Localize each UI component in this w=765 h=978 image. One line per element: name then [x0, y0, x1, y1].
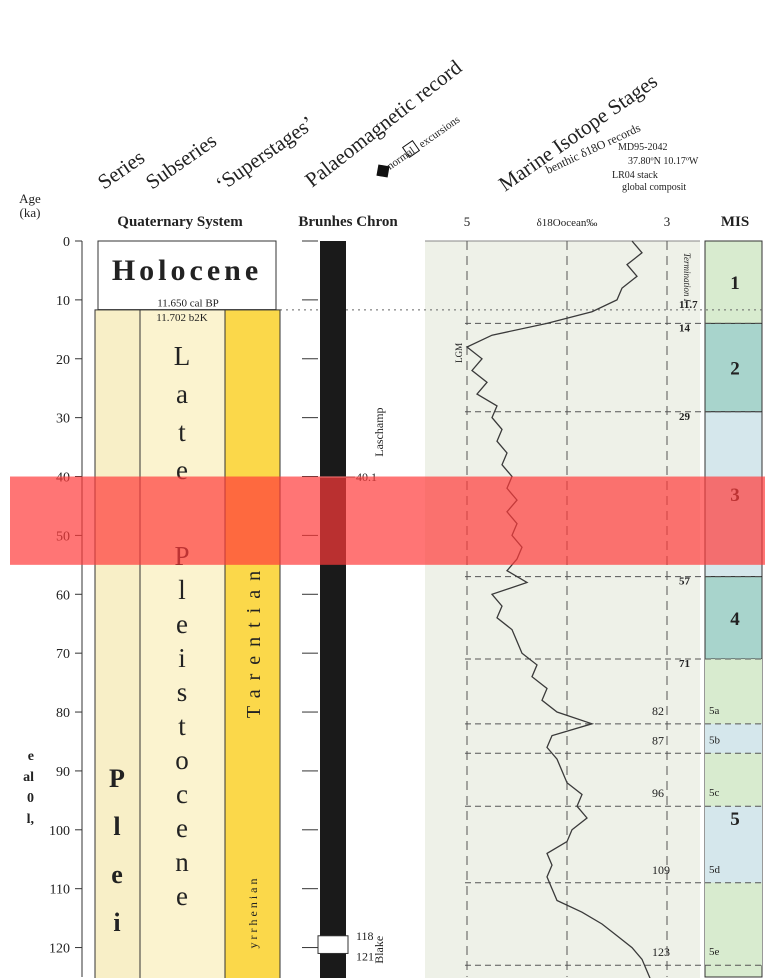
column-title: Quaternary System: [117, 214, 243, 230]
boundary-label: 11.7: [679, 299, 698, 311]
stage-label: 4: [730, 609, 740, 630]
stage-label: 1: [730, 273, 740, 294]
side-note: al: [23, 770, 34, 785]
y-tick-label: 0: [63, 235, 70, 250]
subseries-letter: i: [178, 643, 186, 673]
boundary-label: 82: [652, 704, 664, 718]
superstage-column: [224, 309, 281, 978]
excursion: [317, 935, 349, 954]
annotation: Termination I: [682, 253, 692, 303]
x-tick-label: δ18Oocean‰: [537, 217, 598, 229]
side-note: e: [28, 749, 34, 764]
y-tick-label: 10: [56, 294, 70, 309]
mis-stage: [704, 576, 763, 660]
y-tick-label: 100: [49, 824, 70, 839]
x-tick-label: 5: [464, 214, 471, 229]
y-tick-label: 60: [56, 588, 70, 603]
pleistocene-top-label: 11.702 b2K: [156, 312, 208, 324]
subseries-letter: L: [174, 341, 191, 371]
boundary-label: 109: [652, 863, 670, 877]
y-tick-label: 110: [50, 883, 70, 898]
boundary-label: 29: [679, 411, 691, 423]
column-title: Brunhes Chron: [298, 214, 398, 230]
stage-label: 2: [730, 359, 740, 380]
y-tick-label: 120: [49, 942, 70, 957]
source-note: LR04 stack: [612, 170, 658, 181]
y-tick-label: 70: [56, 647, 70, 662]
boundary-label: 87: [652, 733, 664, 747]
subseries-column: [139, 309, 226, 978]
side-note: l,: [27, 812, 34, 827]
column-header: ‘Superstages’: [211, 111, 318, 196]
holocene-label: Holocene: [112, 254, 262, 287]
source-note: global composit: [622, 182, 686, 193]
mis-substage: [705, 882, 762, 966]
annotation: LGM: [454, 343, 464, 363]
mis-stage: [704, 322, 763, 413]
excursion-age: 118: [356, 929, 374, 943]
subseries-letter: e: [176, 609, 188, 639]
column-title: MIS: [721, 214, 749, 230]
substage-label: 5a: [709, 705, 720, 717]
subseries-letter: a: [176, 379, 188, 409]
substage-label: 5d: [709, 864, 721, 876]
excursion-symbol: [401, 139, 421, 159]
substage-label: 5e: [709, 946, 720, 958]
series-letter: i: [113, 908, 120, 937]
series-letter: e: [111, 860, 123, 889]
highlight-band: [10, 476, 765, 565]
subseries-letter: s: [177, 677, 188, 707]
holocene-box: [97, 240, 277, 311]
y-tick-label: 80: [56, 706, 70, 721]
subseries-letter: l: [178, 575, 186, 605]
subseries-letter: e: [176, 881, 188, 911]
holocene-base-label: 11.650 cal BP: [157, 298, 219, 310]
series-letter: l: [113, 812, 120, 841]
isotope-curve: [465, 240, 651, 978]
side-note: 0: [27, 791, 34, 806]
normal-polarity: [320, 241, 346, 978]
excursion-name: Laschamp: [372, 407, 386, 456]
subseries-letter: e: [176, 813, 188, 843]
y-tick-label: 20: [56, 353, 70, 368]
source-note: 37.80ºN 10.17ºW: [628, 156, 699, 167]
subseries-letter: n: [175, 847, 189, 877]
boundary-label: 71: [679, 658, 690, 670]
isotope-panel: [425, 241, 700, 978]
subseries-letter: c: [176, 779, 188, 809]
mis-substage: [705, 723, 762, 754]
mis-substage: [705, 659, 762, 724]
boundary-label: 14: [679, 322, 691, 334]
substage-label: 5b: [709, 734, 721, 746]
boundary-label: 57: [679, 576, 691, 588]
y-axis-title: Age: [19, 191, 41, 206]
subseries-letter: t: [178, 417, 186, 447]
x-tick-label: 3: [664, 214, 671, 229]
series-letter: P: [109, 764, 125, 793]
excursion-name: Blake: [372, 936, 386, 964]
stage-label: 5: [730, 809, 740, 830]
source-note: MD95-2042: [618, 142, 667, 153]
mis-substage: [705, 806, 762, 883]
column-header: excursions: [417, 114, 462, 151]
boundary-label: 96: [652, 786, 664, 800]
column-header: normal: [385, 145, 417, 173]
normal-symbol: [376, 164, 390, 178]
boundary-label: 123: [652, 945, 670, 959]
superstage-label: Tarentian: [243, 562, 265, 718]
mis-stage: [704, 240, 763, 324]
y-tick-label: 90: [56, 765, 70, 780]
column-header: Series: [93, 145, 149, 194]
y-axis-title: (ka): [20, 205, 41, 220]
y-tick-label: 30: [56, 412, 70, 427]
substage-label: 5c: [709, 787, 720, 799]
mis-substage: [705, 753, 762, 807]
excursion-age: 121: [356, 949, 374, 963]
superstage-label: yrrhenian: [246, 876, 260, 949]
subseries-letter: o: [175, 745, 189, 775]
column-header: Subseries: [141, 128, 221, 194]
subseries-letter: t: [178, 711, 186, 741]
